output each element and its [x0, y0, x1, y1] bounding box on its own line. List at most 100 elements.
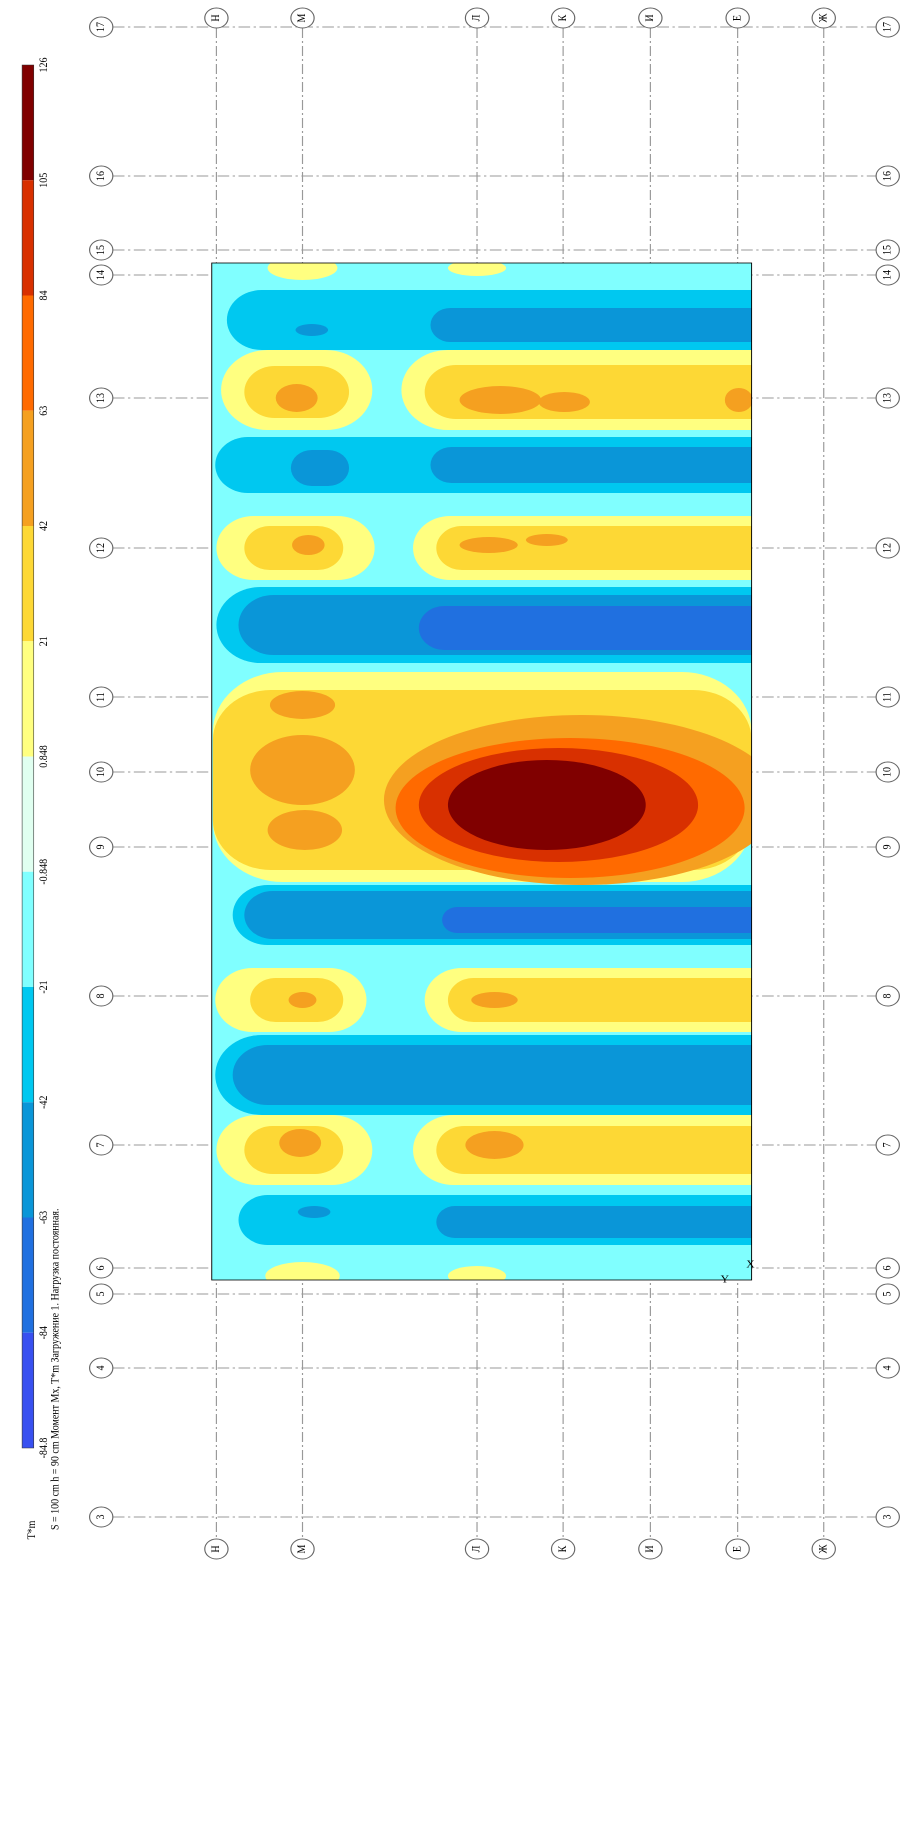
axis-bubble [89, 165, 114, 187]
axis-bubble [875, 537, 900, 559]
axis-label: 9 [881, 845, 894, 850]
axis-label: 6 [881, 1265, 894, 1271]
legend-frame [21, 64, 35, 1449]
axis-label: И [643, 14, 656, 21]
axis-bubble [89, 1283, 114, 1305]
axis-bubble [464, 1538, 490, 1560]
contour [724, 388, 752, 412]
legend-swatch [22, 1332, 34, 1448]
contour [459, 537, 518, 553]
axis-label: 7 [881, 1142, 894, 1148]
plate-axis-y: Y [721, 1274, 730, 1285]
axis-bubble [875, 264, 900, 286]
axis-bubble [875, 1506, 900, 1528]
contour [430, 447, 752, 483]
contour [447, 978, 752, 1022]
axis-bubble [89, 1357, 114, 1379]
legend-label: -21 [37, 980, 50, 993]
axis-bubble [875, 16, 900, 38]
axis-bubble [290, 7, 315, 29]
contour [447, 760, 646, 850]
axis-label: М [296, 13, 309, 22]
caption: S = 100 cm h = 90 cm Момент Mx, T*m Загр… [49, 1208, 62, 1530]
contour [267, 810, 343, 850]
axis-label: Н [209, 14, 222, 21]
plate-axis-x: X [746, 1259, 755, 1270]
legend-label: 126 [37, 57, 50, 73]
legend-unit: T*m [26, 1520, 39, 1539]
axis-bubble [875, 761, 900, 783]
contour [465, 1131, 524, 1159]
legend-label: -0.848 [37, 859, 50, 885]
axis-bubble [875, 1357, 900, 1379]
axis-bubble [875, 387, 900, 409]
axis-bubble [89, 537, 114, 559]
axis-label: 11 [94, 692, 107, 702]
axis-label: 7 [94, 1142, 107, 1148]
legend-label: -84.8 [37, 1438, 50, 1459]
axis-bubble [875, 1134, 900, 1156]
axis-bubble [89, 836, 114, 858]
legend-label: 42 [37, 521, 50, 531]
contour [436, 526, 752, 570]
contour [459, 386, 542, 414]
axis-bubble [89, 1257, 114, 1279]
axis-label: Е [731, 1546, 744, 1552]
axis-label: 8 [881, 994, 894, 999]
contour [447, 1266, 507, 1280]
axis-bubble [725, 1538, 750, 1560]
axis-label: 15 [94, 245, 107, 255]
axis-label: Ж [817, 13, 830, 22]
axis-label: Ж [817, 1544, 830, 1553]
legend-label: -42 [37, 1096, 50, 1109]
axis-bubble [290, 1538, 315, 1560]
axis-label: Н [209, 1545, 222, 1552]
contour [290, 450, 350, 486]
legend-swatch [22, 1102, 34, 1218]
axis-bubble [875, 686, 900, 708]
axis-bubble [464, 7, 490, 29]
axis-bubble [875, 165, 900, 187]
axis-label: И [643, 1545, 656, 1552]
axis-label: Л [470, 14, 483, 21]
axis-label: 17 [881, 21, 894, 32]
legend-swatch [22, 180, 34, 296]
axis-bubble [811, 7, 836, 29]
contour [292, 535, 325, 555]
axis-label: Е [731, 15, 744, 21]
axis-label: 3 [94, 1515, 107, 1520]
axis-label: 16 [881, 170, 894, 181]
contour [279, 1129, 322, 1157]
axis-bubble [811, 1538, 836, 1560]
legend-label: 63 [37, 406, 50, 416]
contour [265, 1262, 340, 1280]
legend-label: -84 [37, 1326, 50, 1340]
axis-label: 16 [94, 170, 107, 181]
axis-bubble [638, 7, 663, 29]
legend-label: -63 [37, 1211, 50, 1224]
contour [250, 735, 355, 805]
axis-label: 4 [881, 1365, 894, 1371]
axis-label: Л [470, 1545, 483, 1552]
axis-label: 6 [94, 1265, 107, 1271]
axis-label: 5 [881, 1292, 894, 1297]
contour [418, 606, 752, 650]
contour [275, 384, 318, 412]
legend-label: 0.848 [37, 745, 50, 767]
axis-bubble [550, 7, 576, 29]
legend-swatch [22, 1217, 34, 1333]
legend-swatch [22, 987, 34, 1103]
contour [471, 992, 518, 1008]
axis-label: 12 [94, 543, 107, 553]
axis-bubble [89, 387, 114, 409]
legend-swatch [22, 410, 34, 526]
axis-bubble [89, 1506, 114, 1528]
axis-bubble [89, 985, 114, 1007]
axis-label: 14 [881, 269, 894, 280]
axis-bubble [725, 7, 750, 29]
axis-label: 10 [881, 767, 894, 777]
legend-swatch [22, 641, 34, 757]
plate-outline [211, 262, 753, 1281]
contour [442, 907, 752, 933]
contour [267, 263, 338, 280]
